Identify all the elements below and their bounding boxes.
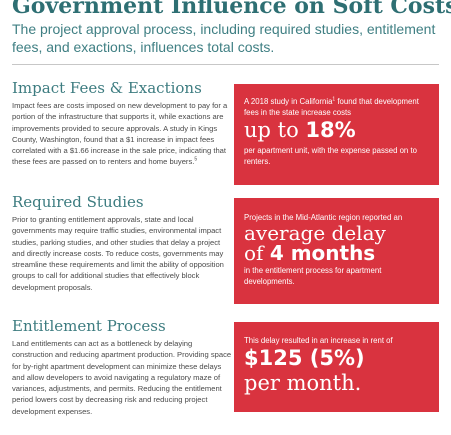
- callout-stat-prefix: up to: [244, 118, 306, 142]
- callout-development-fees: A 2018 study in California1 found that d…: [234, 84, 439, 185]
- callout-lead-text: A 2018 study in California: [244, 97, 333, 106]
- callout-stat-value: 18%: [305, 118, 356, 142]
- callout-stat-prefix: of: [244, 241, 270, 265]
- page-subtitle: The project approval process, including …: [12, 21, 436, 55]
- section-impact-fees: Impact Fees & Exactions Impact fees are …: [12, 79, 232, 168]
- page-title: Government Influence on Soft Costs: [12, 0, 451, 19]
- callout-tail: in the entitlement process for apartment…: [244, 266, 382, 286]
- section-heading: Entitlement Process: [12, 317, 166, 335]
- callout-stat-value: $125 (5%): [244, 346, 365, 370]
- callout-tail: per apartment unit, with the expense pas…: [244, 146, 417, 166]
- footnote-marker: 1: [332, 96, 336, 103]
- callout-average-delay: Projects in the Mid-Atlantic region repo…: [234, 198, 439, 304]
- section-body: Impact fees are costs imposed on new dev…: [12, 100, 232, 168]
- section-body: Prior to granting entitlement approvals,…: [12, 215, 224, 292]
- callout-stat: $125 (5%): [244, 346, 429, 371]
- callout-lead: This delay resulted in an increase in re…: [244, 336, 393, 345]
- footnote-marker: 5: [194, 156, 198, 163]
- callout-lead: Projects in the Mid-Atlantic region repo…: [244, 213, 403, 222]
- section-heading: Impact Fees & Exactions: [12, 79, 202, 97]
- section-required-studies: Required Studies Prior to granting entit…: [12, 193, 232, 293]
- section-body-text: Impact fees are costs imposed on new dev…: [12, 101, 228, 167]
- callout-stat-line1: average delay: [244, 221, 386, 245]
- section-heading: Required Studies: [12, 193, 144, 211]
- callout-lead-rest: found that development fees in the state…: [244, 97, 419, 117]
- section-body: Land entitlements can act as a bottlenec…: [12, 339, 232, 416]
- section-entitlement-process: Entitlement Process Land entitlements ca…: [12, 317, 232, 417]
- callout-stat-line2: per month.: [244, 371, 362, 395]
- header-divider: [12, 64, 439, 65]
- callout-stat-value: 4 months: [269, 241, 376, 265]
- callout-lead: A 2018 study in California1 found that d…: [244, 96, 429, 118]
- callout-stat: of 4 months: [244, 243, 429, 263]
- callout-stat: up to 18%: [244, 118, 429, 143]
- callout-rent-increase: This delay resulted in an increase in re…: [234, 322, 439, 412]
